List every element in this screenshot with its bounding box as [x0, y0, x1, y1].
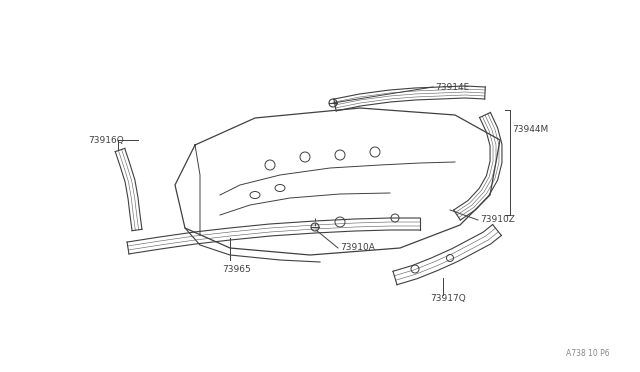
Text: 73944M: 73944M — [512, 125, 548, 135]
Text: 73916Q: 73916Q — [88, 135, 124, 144]
Text: 73910A: 73910A — [340, 244, 375, 253]
Text: A738 10 P6: A738 10 P6 — [566, 349, 610, 358]
Text: 73914E: 73914E — [435, 83, 469, 92]
Text: 73910Z: 73910Z — [480, 215, 515, 224]
Text: 73965: 73965 — [222, 266, 251, 275]
Text: 73917Q: 73917Q — [430, 294, 466, 302]
